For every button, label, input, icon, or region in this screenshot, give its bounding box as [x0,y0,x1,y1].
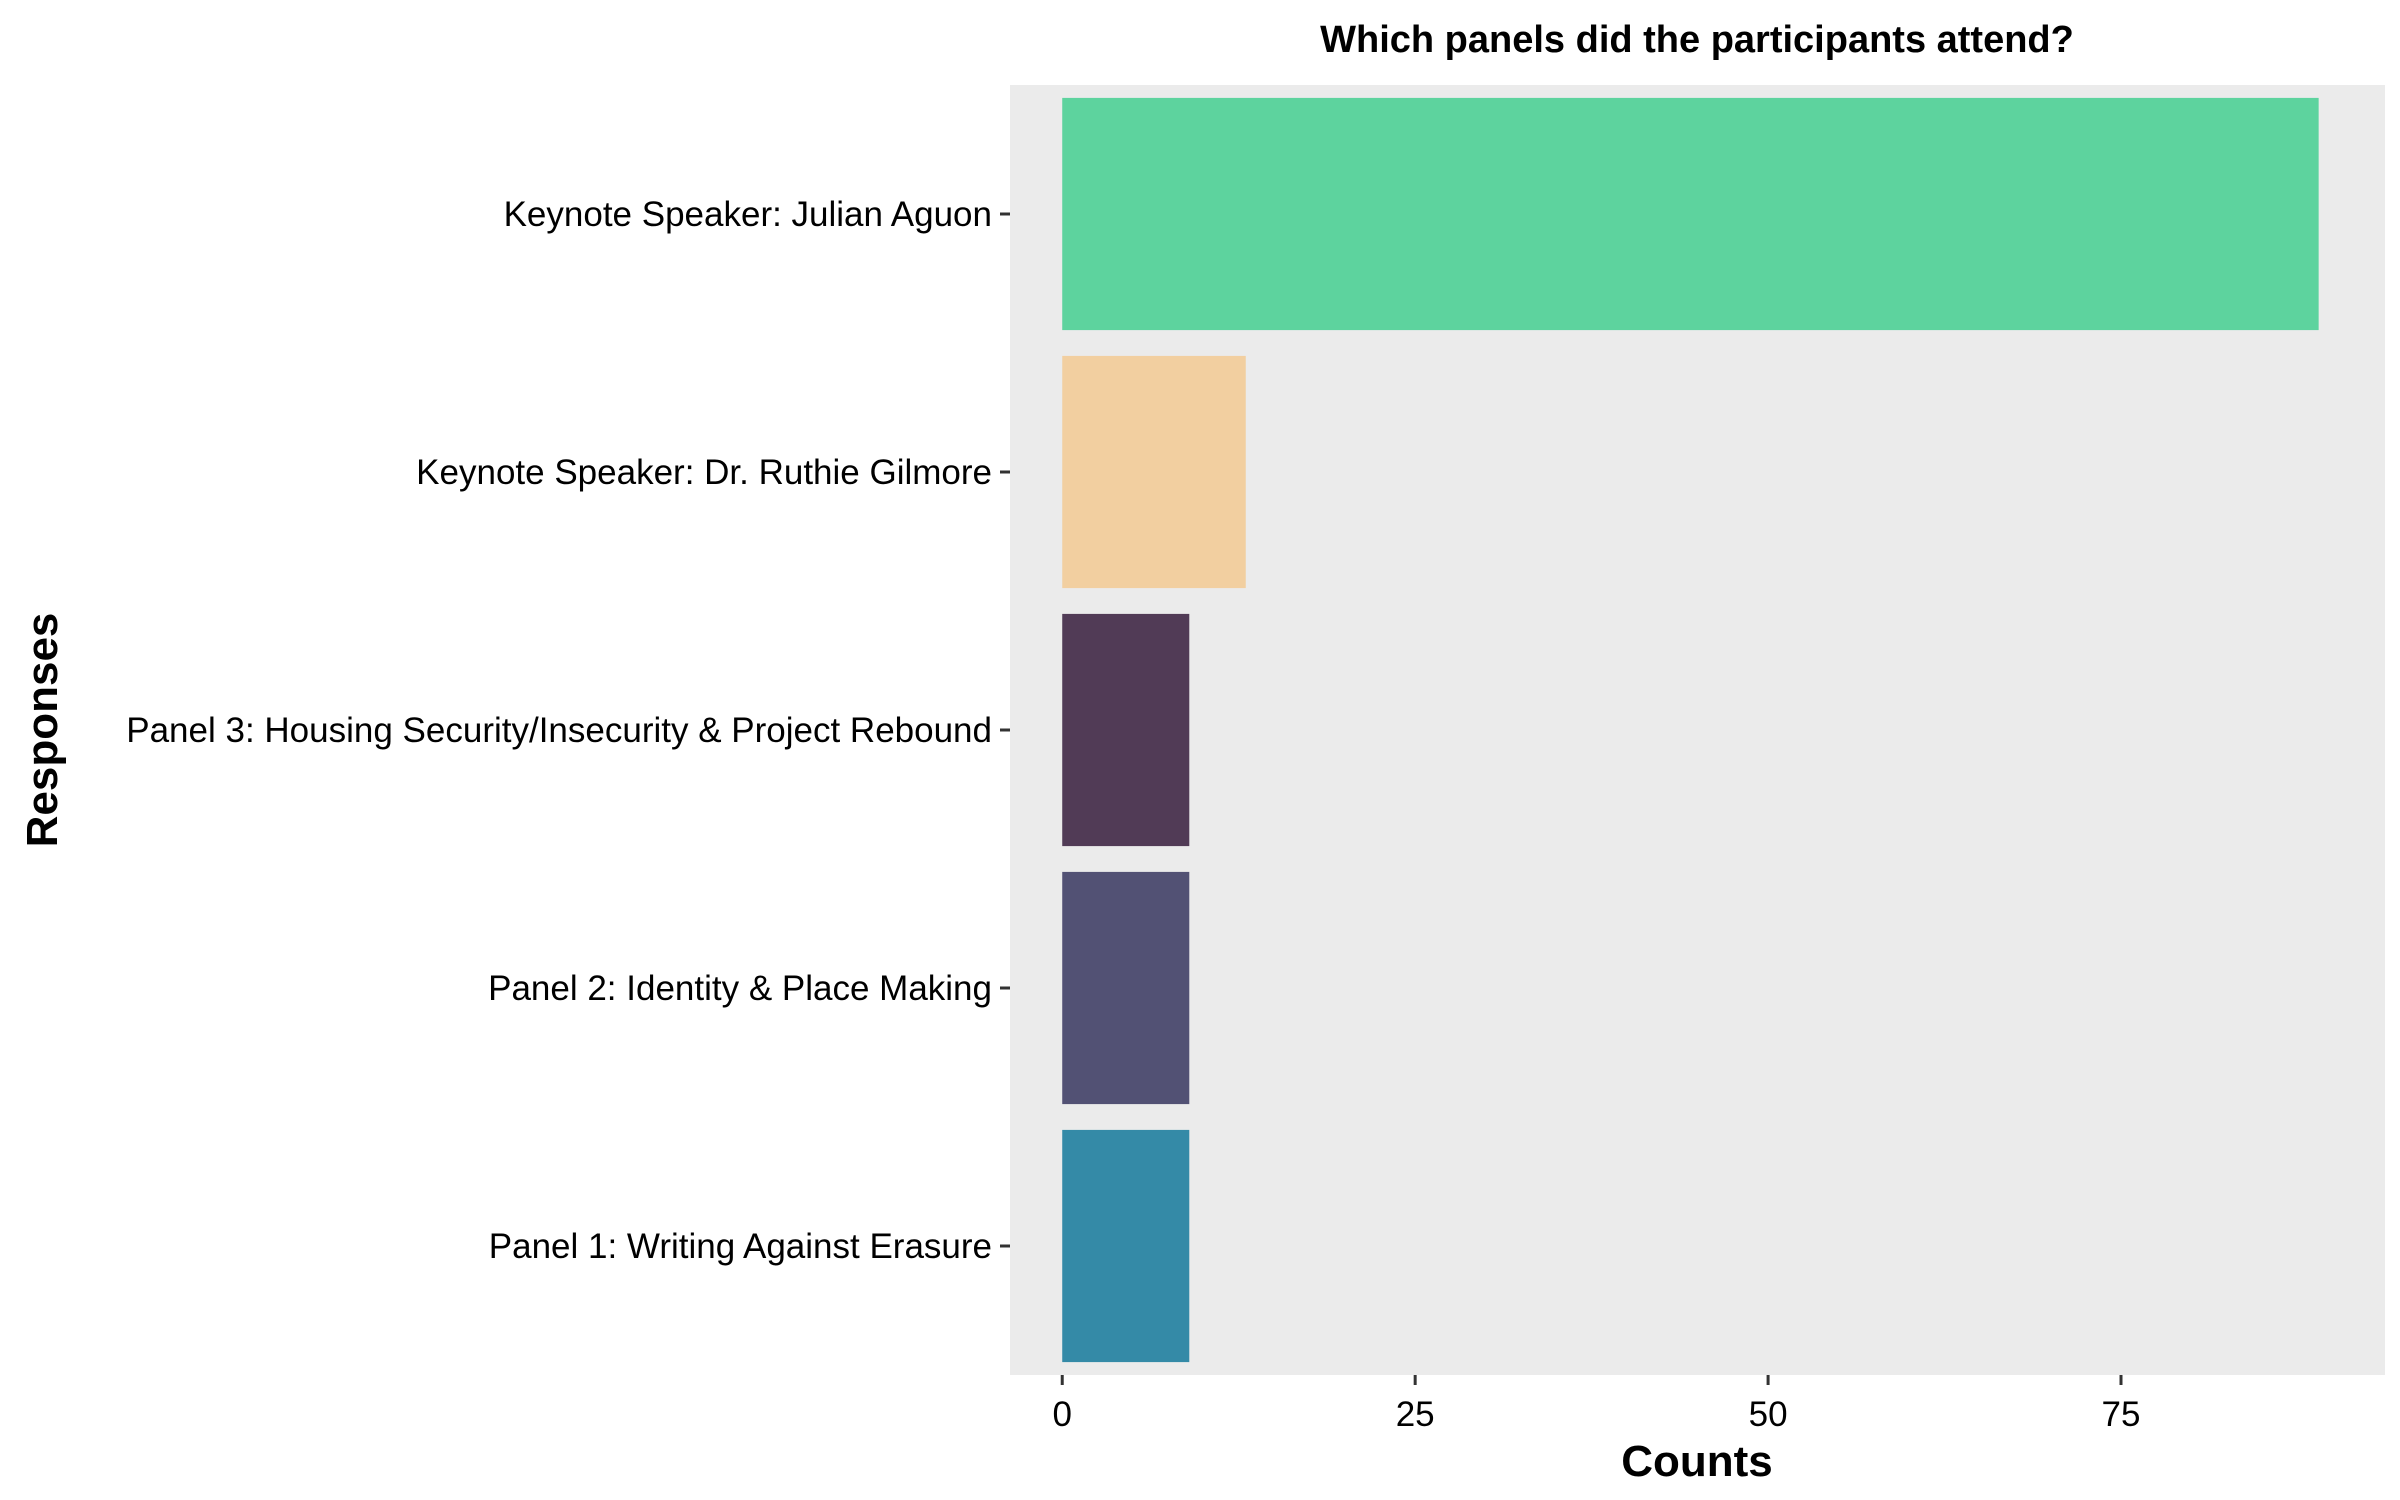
chart-title: Which panels did the participants attend… [1320,19,2074,61]
x-tick-label: 75 [2102,1395,2141,1434]
y-axis-title: Responses [18,613,67,848]
bar-keynote-speaker-julian-aguon [1062,97,2319,331]
x-tick-label: 25 [1396,1395,1435,1434]
bars-layer [1062,97,2319,1363]
y-tick-label: Keynote Speaker: Julian Aguon [504,195,992,234]
bar-panel-1-writing-against-erasure [1062,1129,1190,1363]
bar-panel-3-housing-security-insecurity-project-rebound [1062,613,1190,847]
x-axis-title: Counts [1621,1437,1773,1486]
y-tick-label: Panel 1: Writing Against Erasure [489,1227,992,1266]
bar-keynote-speaker-dr-ruthie-gilmore [1062,355,1246,589]
x-tick-label: 0 [1052,1395,1071,1434]
y-tick-label: Panel 2: Identity & Place Making [488,969,992,1008]
y-tick-label: Keynote Speaker: Dr. Ruthie Gilmore [416,453,992,492]
x-axis: 0 25 50 75 [1052,1375,2140,1434]
x-tick-label: 50 [1749,1395,1788,1434]
bar-panel-2-identity-place-making [1062,871,1190,1105]
y-axis: Keynote Speaker: Julian Aguon Keynote Spe… [126,195,1010,1266]
y-tick-label: Panel 3: Housing Security/Insecurity & P… [126,711,992,750]
